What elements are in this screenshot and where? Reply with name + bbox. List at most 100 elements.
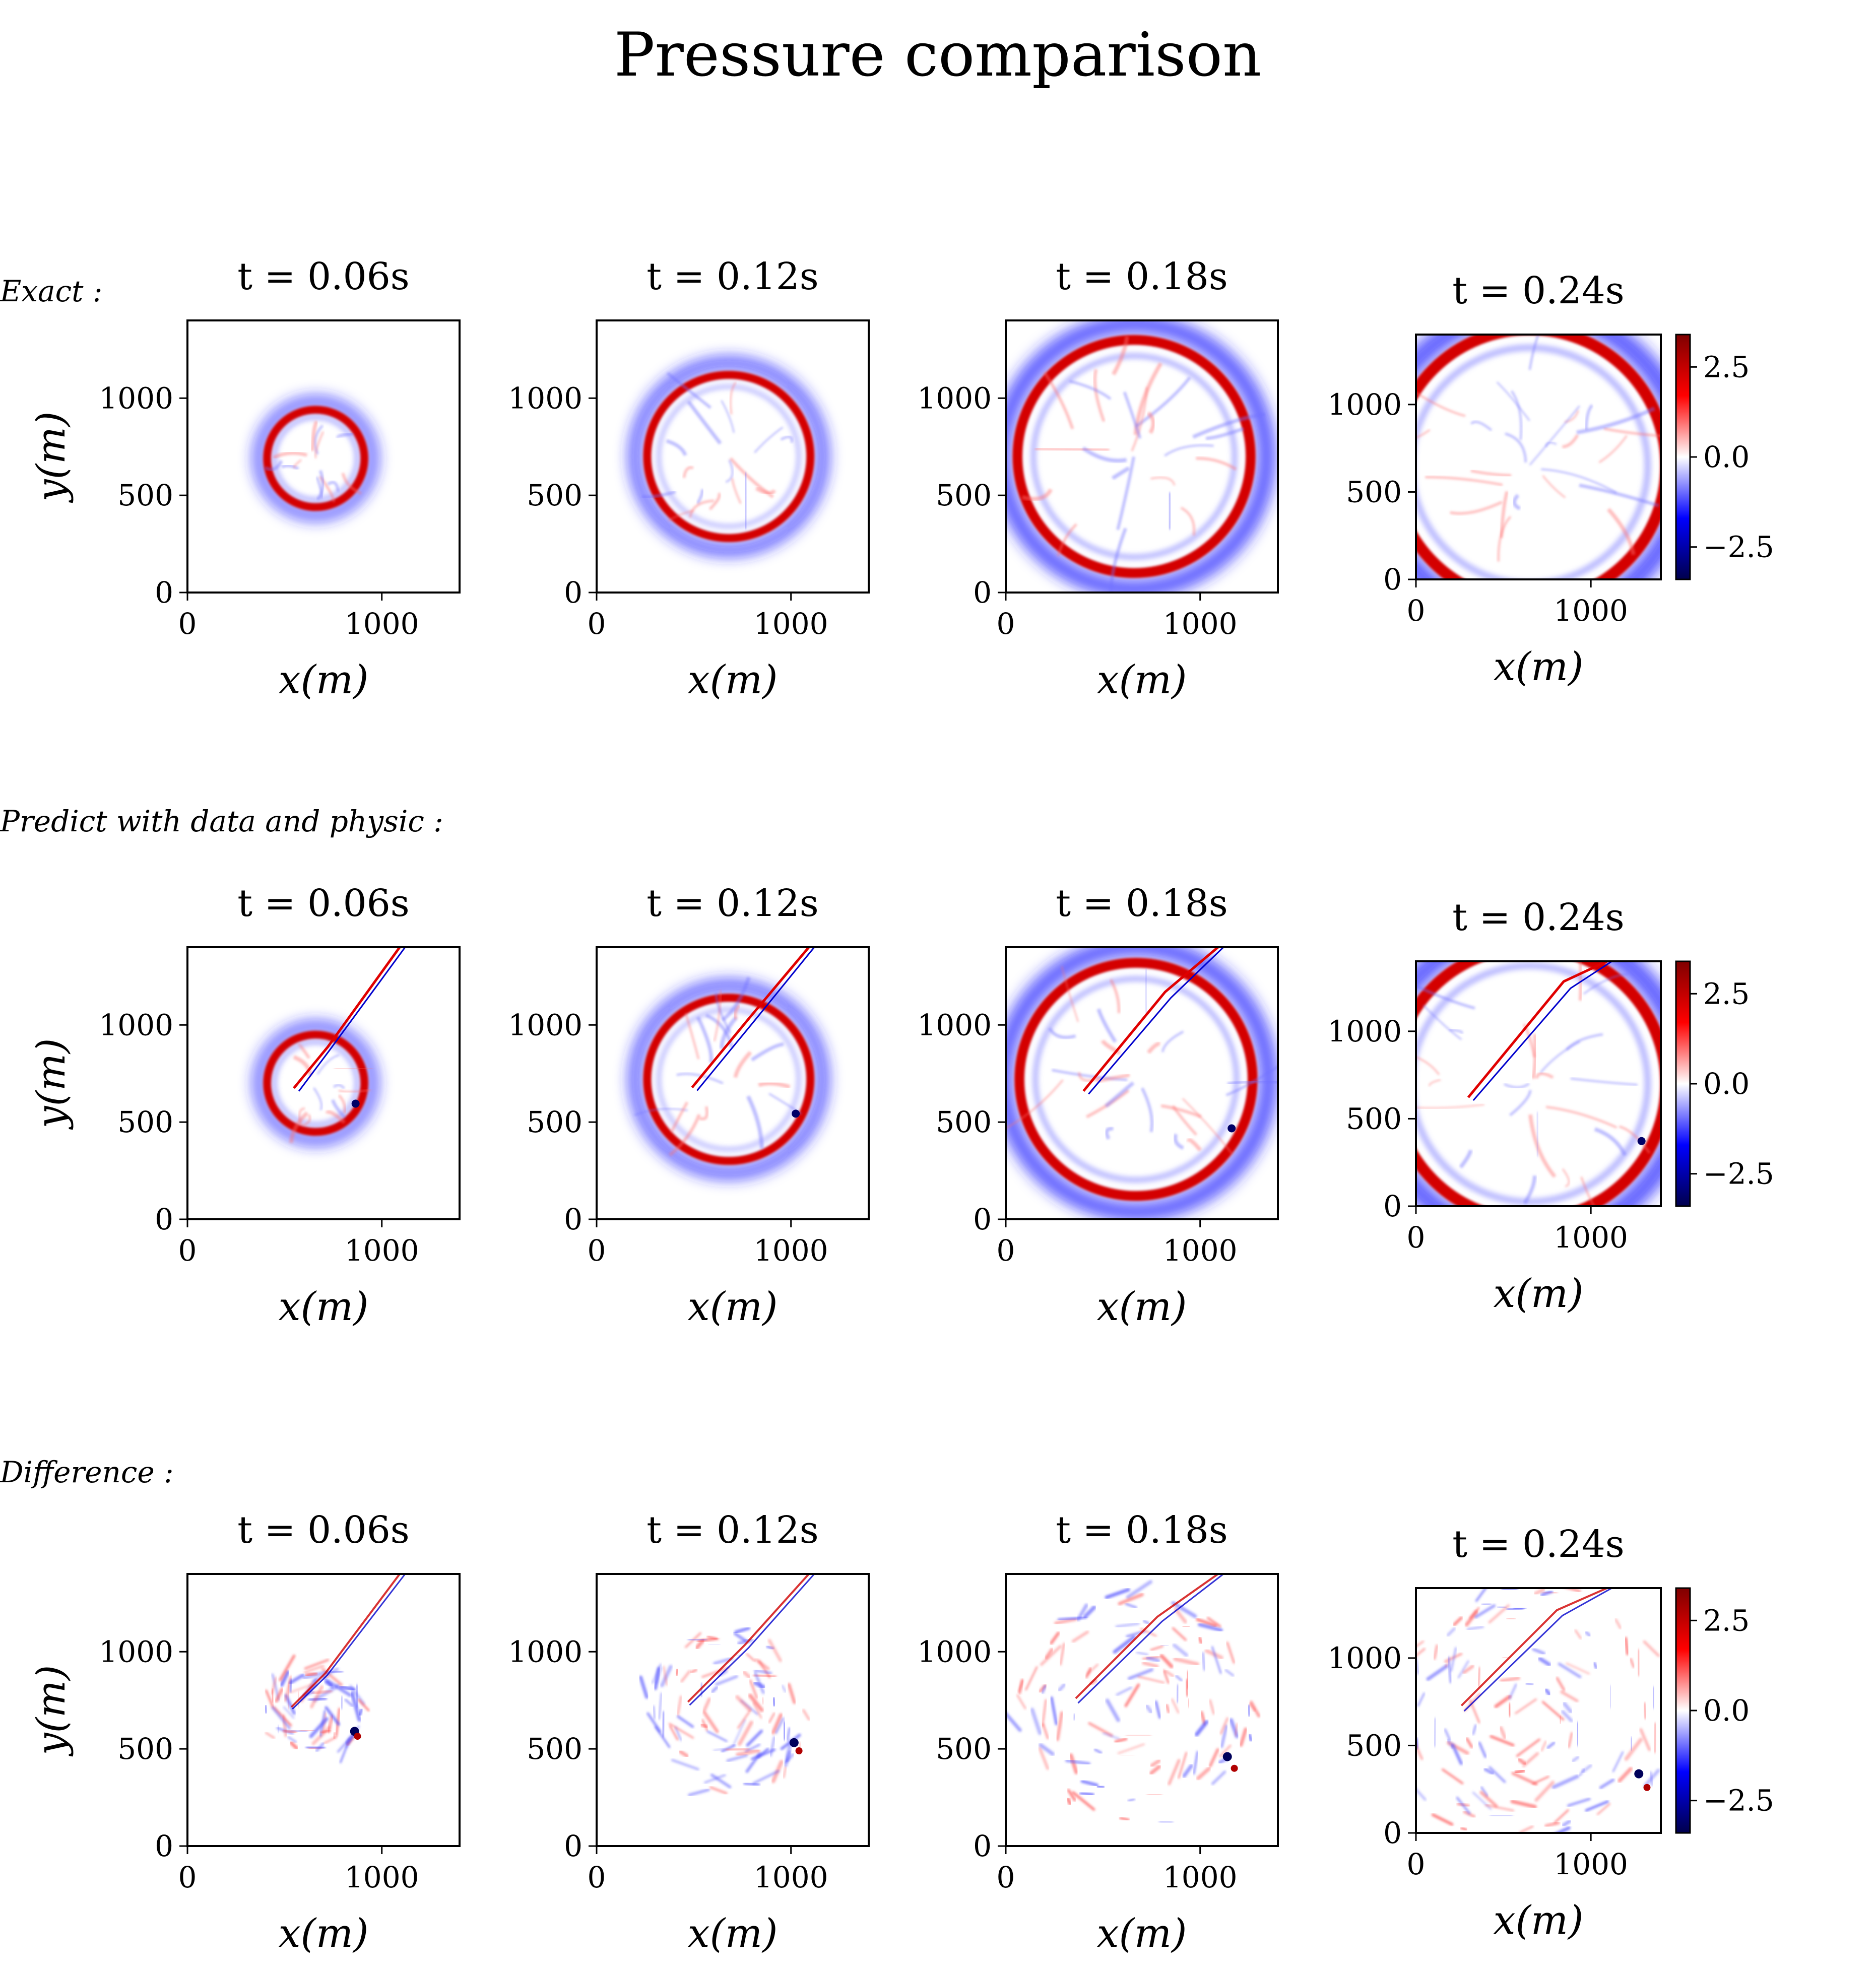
colorbar-tick-label: −2.5 (1703, 1157, 1774, 1191)
difference-feature (1142, 1620, 1150, 1624)
interior-feature (758, 1081, 791, 1089)
interior-feature (1585, 404, 1593, 430)
difference-feature (690, 1669, 698, 1673)
heatmap (638, 1574, 815, 1797)
difference-feature (1174, 1607, 1187, 1624)
difference-feature (1050, 1696, 1058, 1726)
row-1: Predict with data and physic : t = 0.06s 0… (0, 804, 1774, 1330)
difference-feature (312, 1667, 339, 1683)
y-tick-label: 1000 (508, 381, 583, 415)
difference-feature (769, 1736, 775, 1757)
difference-feature (1532, 1648, 1545, 1655)
colorbar-tick-label: 0.0 (1703, 440, 1750, 474)
difference-feature (1124, 1683, 1140, 1707)
difference-feature (1517, 1757, 1527, 1766)
panel-title: t = 0.18s (1056, 882, 1228, 925)
streak-residual (687, 1574, 810, 1703)
difference-feature (1401, 1708, 1404, 1718)
interior-feature (713, 990, 722, 1042)
heatmap-background (597, 1574, 869, 1846)
difference-feature (675, 1726, 682, 1741)
difference-feature (1105, 1588, 1130, 1599)
colorbar: −2.5 0.0 2.5 (1675, 334, 1774, 580)
difference-feature (646, 1712, 662, 1733)
interior-feature (682, 466, 694, 478)
difference-feature (1571, 1755, 1580, 1762)
difference-feature (1065, 1759, 1091, 1765)
x-axis-label: x(m) (279, 1911, 369, 1956)
wavefront-ring (1012, 335, 1256, 578)
heatmap (253, 396, 378, 521)
heatmap (1416, 961, 1661, 1206)
wavefront-ring (263, 1030, 368, 1136)
colorbar-tick-label: 2.5 (1703, 350, 1750, 384)
x-tick-label: 1000 (754, 607, 828, 641)
y-tick-label: 0 (564, 575, 583, 610)
difference-feature (1507, 1702, 1512, 1717)
y-tick-label: 500 (117, 478, 173, 512)
difference-feature (669, 1725, 679, 1741)
y-tick-label: 1000 (99, 1008, 173, 1042)
interior-feature (1227, 1080, 1278, 1085)
interior-feature (1145, 969, 1148, 1013)
y-tick-label: 1000 (1327, 387, 1402, 422)
difference-feature (1168, 1759, 1181, 1786)
difference-feature (1158, 1820, 1174, 1823)
interior-feature (1172, 1105, 1198, 1136)
interior-feature (676, 1073, 724, 1084)
difference-feature (1211, 1646, 1222, 1674)
difference-feature (1597, 1803, 1610, 1815)
difference-feature (733, 1719, 746, 1746)
difference-feature (308, 1696, 328, 1702)
streak-residual (1460, 1588, 1607, 1706)
interior-feature (1167, 492, 1172, 530)
difference-feature (726, 1754, 748, 1762)
interior-feature (666, 439, 687, 456)
streak-residual (290, 1574, 401, 1708)
interior-feature (310, 420, 318, 451)
difference-feature (1164, 1670, 1175, 1677)
interior-feature (293, 1055, 312, 1076)
difference-feature (1172, 1627, 1187, 1641)
interior-feature (669, 1113, 701, 1157)
panel-title: t = 0.18s (1056, 255, 1228, 298)
interior-feature (1112, 336, 1129, 376)
difference-feature (1080, 1780, 1099, 1787)
x-axis-label: x(m) (1097, 1911, 1187, 1956)
x-tick-label: 1000 (1163, 1233, 1238, 1268)
colorbar-tick-label: −2.5 (1703, 1784, 1774, 1818)
axes-frame (186, 319, 461, 594)
interior-feature (1578, 961, 1583, 1001)
interior-feature (338, 1094, 346, 1113)
difference-feature (1117, 1743, 1145, 1754)
difference-feature (1489, 1766, 1506, 1783)
difference-feature (677, 1715, 694, 1728)
difference-feature (1396, 1695, 1397, 1716)
x-tick-label: 1000 (1554, 1847, 1628, 1881)
wavefront-halo (253, 1020, 378, 1146)
interior-feature (1048, 1027, 1076, 1039)
difference-feature (1072, 1791, 1095, 1811)
heatmap (1006, 320, 1276, 593)
difference-feature (324, 1680, 333, 1687)
interior-feature (1509, 1090, 1532, 1116)
panel-1-3: t = 0.24s 0 1000 0 500 1000 x(m) −2.5 0.0 2.5 (1327, 896, 1774, 1317)
difference-feature (1643, 1640, 1660, 1657)
difference-feature (1057, 1615, 1087, 1622)
interior-feature (1078, 1072, 1101, 1082)
interior-feature (670, 1101, 689, 1133)
difference-feature (283, 1706, 295, 1719)
heatmap-background (187, 320, 460, 593)
panel-1-0: t = 0.06s 0 1000 0 500 1000 x(m) y(m) (29, 882, 461, 1330)
interior-feature (729, 381, 737, 415)
y-tick-label: 0 (1383, 562, 1402, 597)
panel-2-3: t = 0.24s 0 1000 0 500 1000 x(m) −2.5 0.0 2.5 (1327, 1523, 1774, 1943)
difference-feature (1562, 1701, 1573, 1714)
difference-feature (265, 1732, 275, 1739)
x-tick-label: 0 (1407, 594, 1426, 628)
interior-feature (1006, 1079, 1064, 1130)
difference-feature (1171, 1698, 1180, 1714)
difference-feature (1416, 1640, 1425, 1648)
difference-feature (1515, 1698, 1537, 1715)
